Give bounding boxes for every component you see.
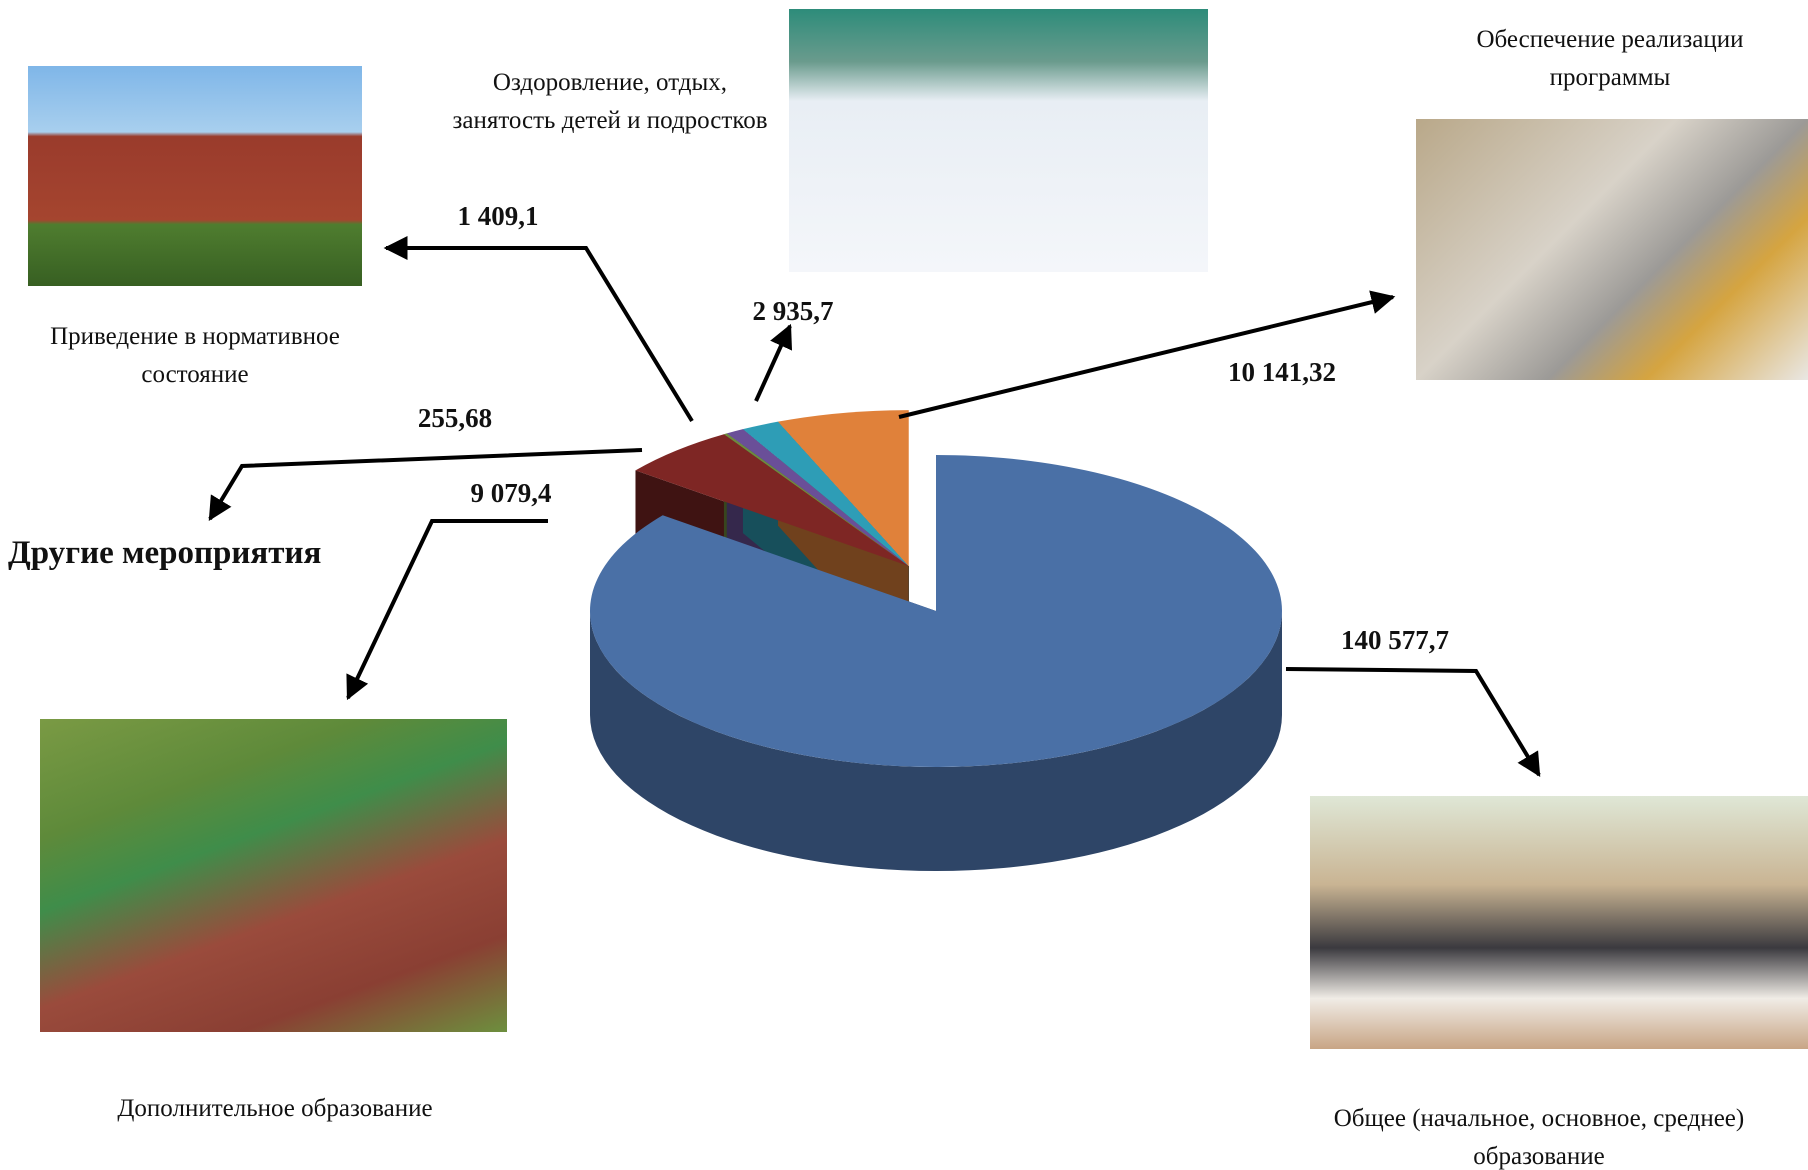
category-label: Общее (начальное, основное, среднее) обр…: [1333, 1105, 1745, 1170]
slice: [723, 433, 909, 567]
slice: [742, 421, 909, 567]
value-label: 140 577,7: [1341, 625, 1449, 655]
leader-arrow: [1285, 667, 1541, 778]
value-label: 1 409,1: [458, 201, 539, 231]
leader-arrow: [383, 236, 694, 423]
photo-building: [28, 66, 362, 286]
value-label: 9 079,4: [471, 478, 552, 508]
photo-coins: [1416, 119, 1808, 380]
slice: [777, 410, 909, 567]
leader-arrow: [754, 323, 793, 402]
photo-skiers: [789, 9, 1208, 272]
leader-arrow: [208, 448, 643, 522]
slice: [635, 434, 909, 567]
photo-classroom: [1310, 796, 1808, 1049]
leader-arrow: [898, 290, 1396, 419]
category-label: Дополнительное образование: [117, 1095, 433, 1122]
value-label: 255,68: [418, 403, 492, 433]
value-label: 2 935,7: [753, 296, 834, 326]
slice-side: [590, 611, 1282, 871]
leader-arrow: [346, 519, 548, 701]
value-label: 10 141,32: [1228, 357, 1336, 387]
photo-stadium: [40, 719, 507, 1032]
category-label: Другие мероприятия: [8, 535, 322, 571]
slice: [726, 429, 909, 567]
slice: [589, 455, 1282, 768]
category-label: Приведение в нормативное состояние: [50, 323, 340, 388]
category-label: Обеспечение реализации программы: [1476, 26, 1744, 91]
category-label: Оздоровление, отдых, занятость детей и п…: [452, 69, 768, 134]
